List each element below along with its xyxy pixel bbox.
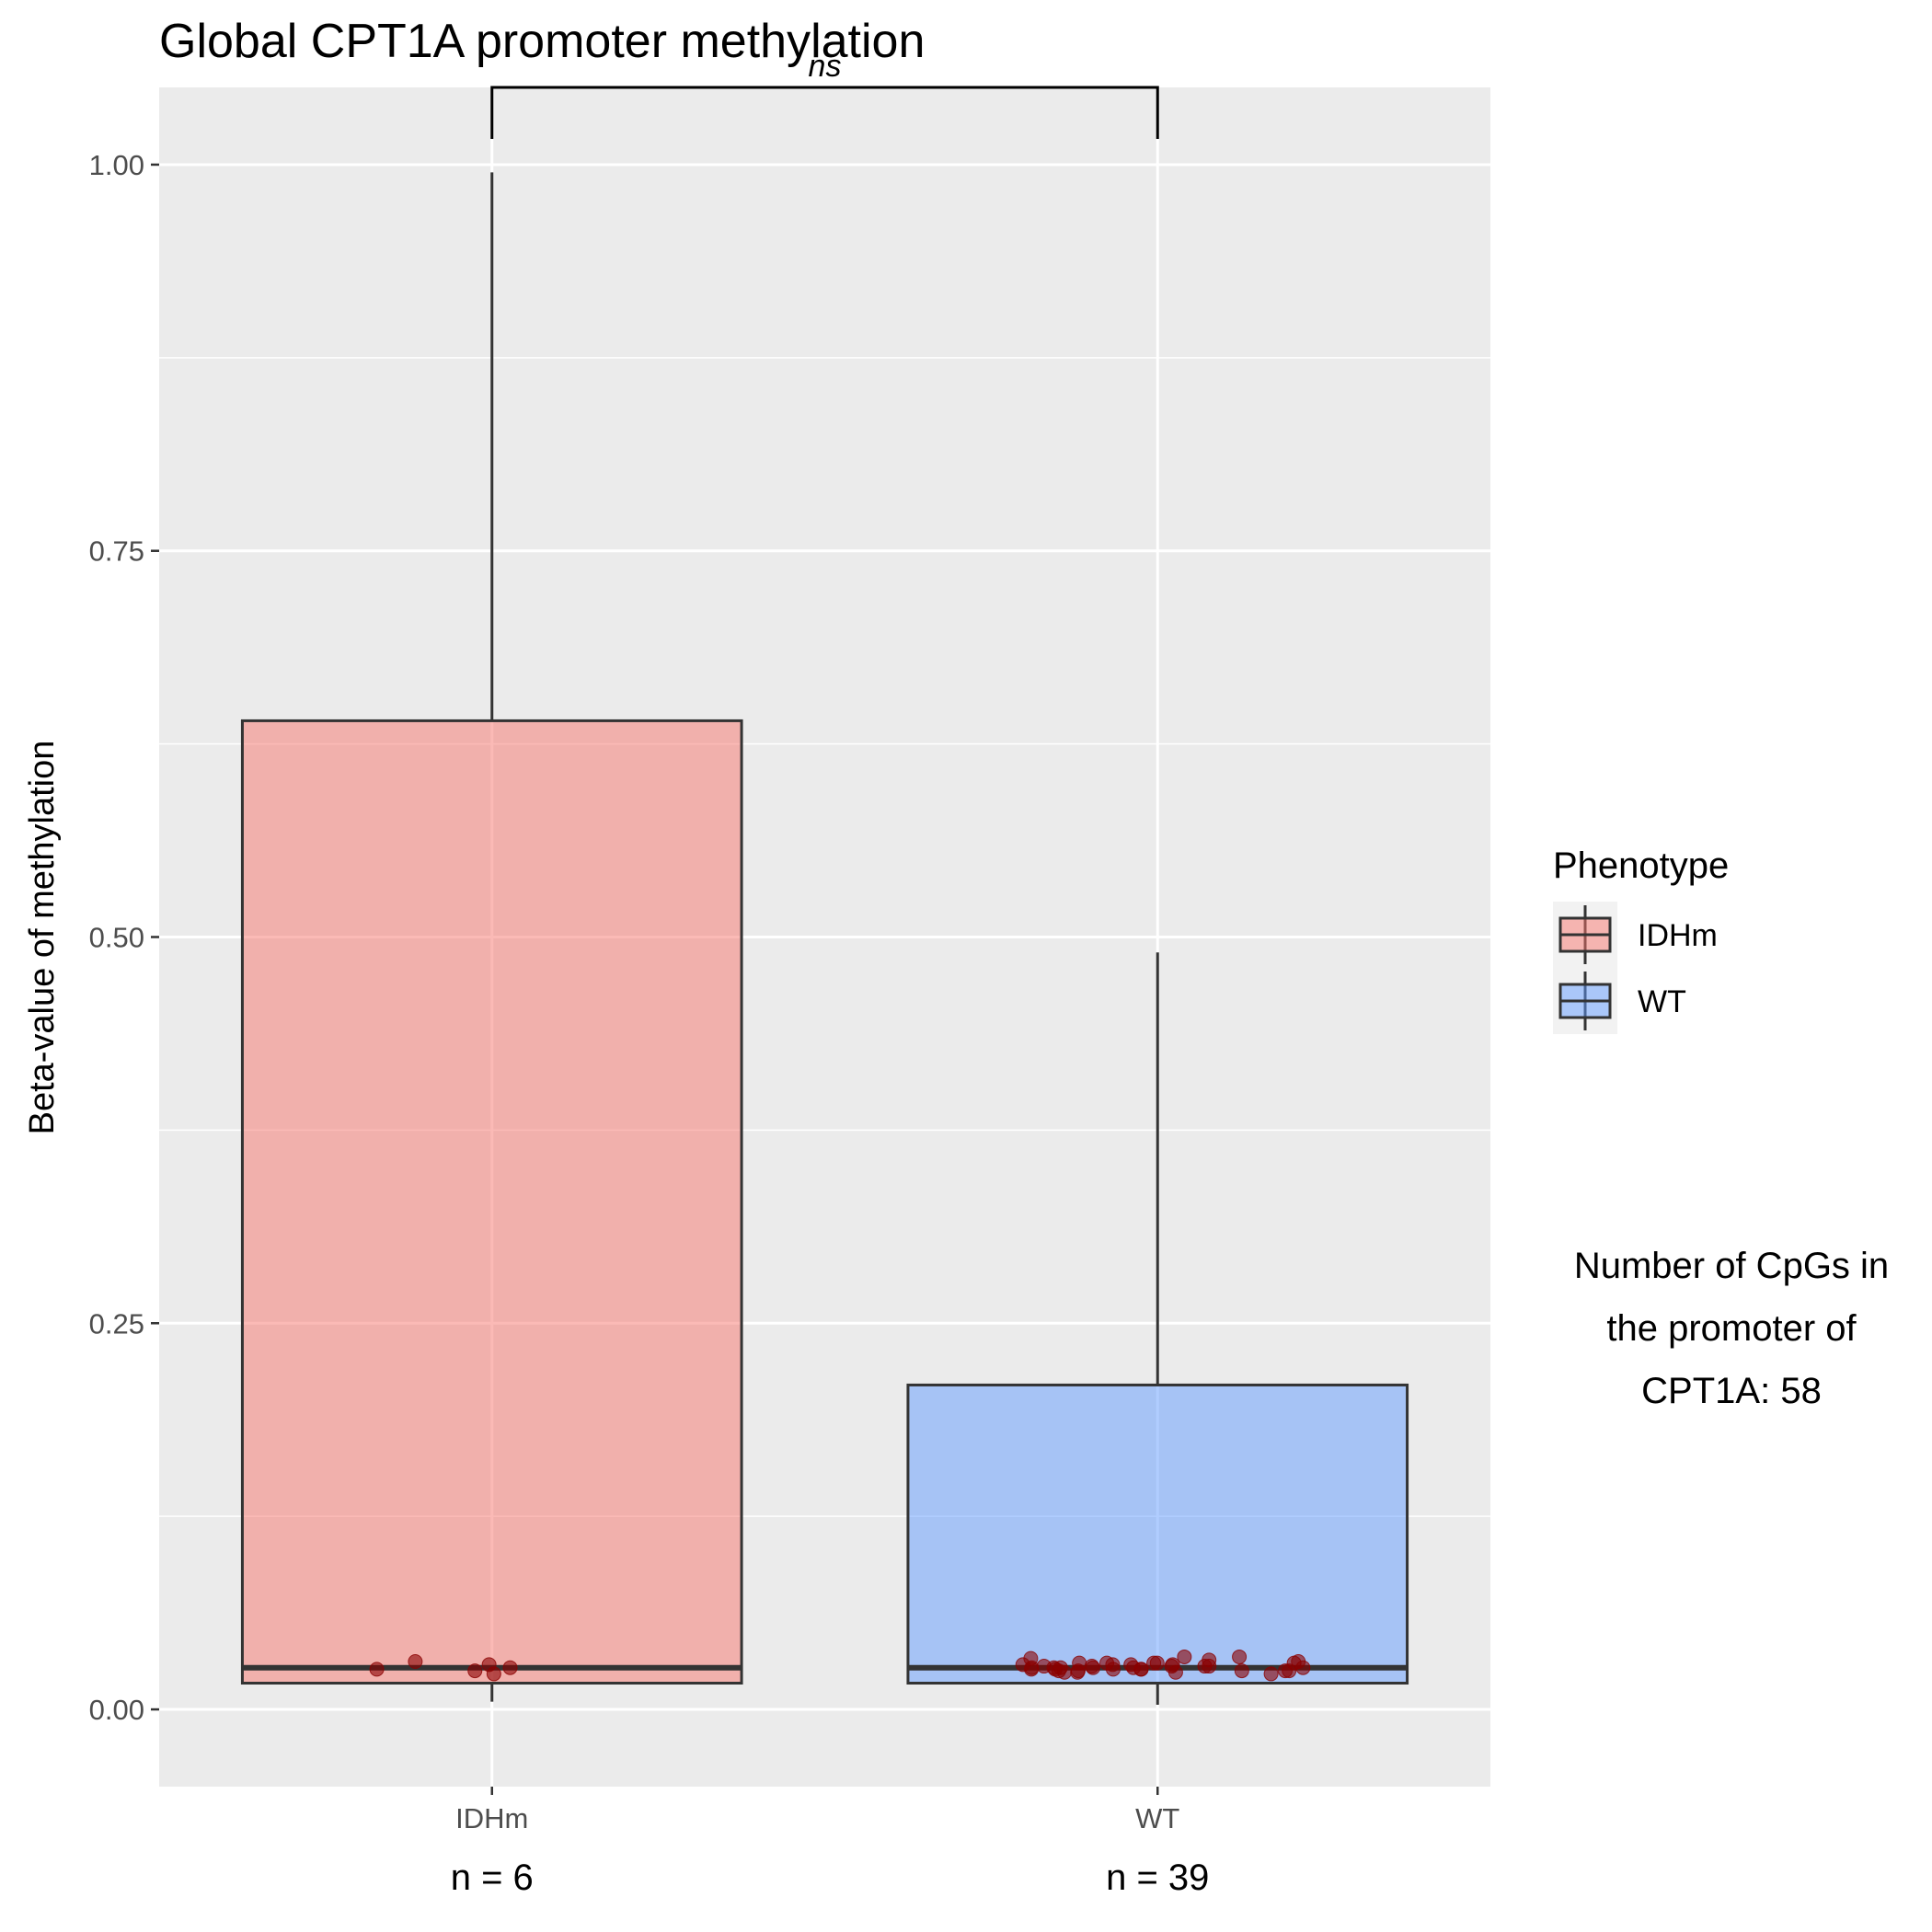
cpg-annotation-line-3: CPT1A: 58 [1641, 1371, 1822, 1411]
data-point [408, 1653, 423, 1669]
sample-size-label: n = 39 [1106, 1857, 1209, 1898]
data-point [1046, 1660, 1062, 1675]
y-tick-label: 0.25 [89, 1307, 144, 1340]
boxes [240, 172, 1409, 1706]
legend-label: WT [1638, 984, 1686, 1019]
x-tick-label: IDHm [455, 1802, 528, 1834]
x-tick-label: WT [1135, 1802, 1179, 1834]
box-idhm [240, 172, 743, 1702]
y-axis-ticks: 0.00 0.25 0.50 0.75 1.00 [89, 149, 159, 1726]
data-point [467, 1663, 483, 1679]
data-point [1133, 1662, 1149, 1677]
data-point [1024, 1660, 1040, 1675]
cpg-annotation-line-1: Number of CpGs in [1574, 1246, 1889, 1286]
data-point [1164, 1659, 1179, 1674]
legend: IDHm WT [1553, 902, 1718, 1034]
data-point [1295, 1660, 1311, 1675]
y-tick-label: 0.75 [89, 535, 144, 568]
x-axis-ticks: IDHm n = 6 WT n = 39 [451, 1787, 1209, 1898]
data-point [1146, 1655, 1162, 1671]
legend-title: Phenotype [1553, 845, 1729, 886]
data-point [369, 1662, 385, 1677]
significance-bracket-line [490, 86, 1159, 139]
data-points [369, 1649, 1311, 1682]
significance-bracket: ns [490, 49, 1159, 139]
y-tick-label: 0.00 [89, 1694, 144, 1726]
y-axis-title: Beta-value of methylation [23, 741, 62, 1135]
box-body [240, 719, 743, 1685]
data-point [502, 1660, 518, 1675]
sample-size-label: n = 6 [451, 1857, 534, 1898]
data-point [1072, 1655, 1087, 1671]
y-tick-label: 0.50 [89, 922, 144, 954]
data-point [486, 1666, 501, 1682]
data-point [1177, 1649, 1192, 1664]
data-point [1105, 1657, 1121, 1673]
legend-label: IDHm [1638, 918, 1718, 953]
chart-title: Global CPT1A promoter methylation [159, 15, 925, 68]
data-point [1232, 1649, 1248, 1664]
significance-label: ns [809, 49, 842, 84]
data-point [1202, 1652, 1217, 1668]
data-point [1084, 1659, 1099, 1674]
data-point [1278, 1663, 1294, 1679]
y-tick-label: 1.00 [89, 149, 144, 181]
data-point [1263, 1666, 1279, 1682]
box-wt [906, 952, 1409, 1706]
box-body [906, 1383, 1409, 1685]
cpg-annotation-line-2: the promoter of [1606, 1308, 1857, 1349]
data-point [1234, 1663, 1249, 1679]
